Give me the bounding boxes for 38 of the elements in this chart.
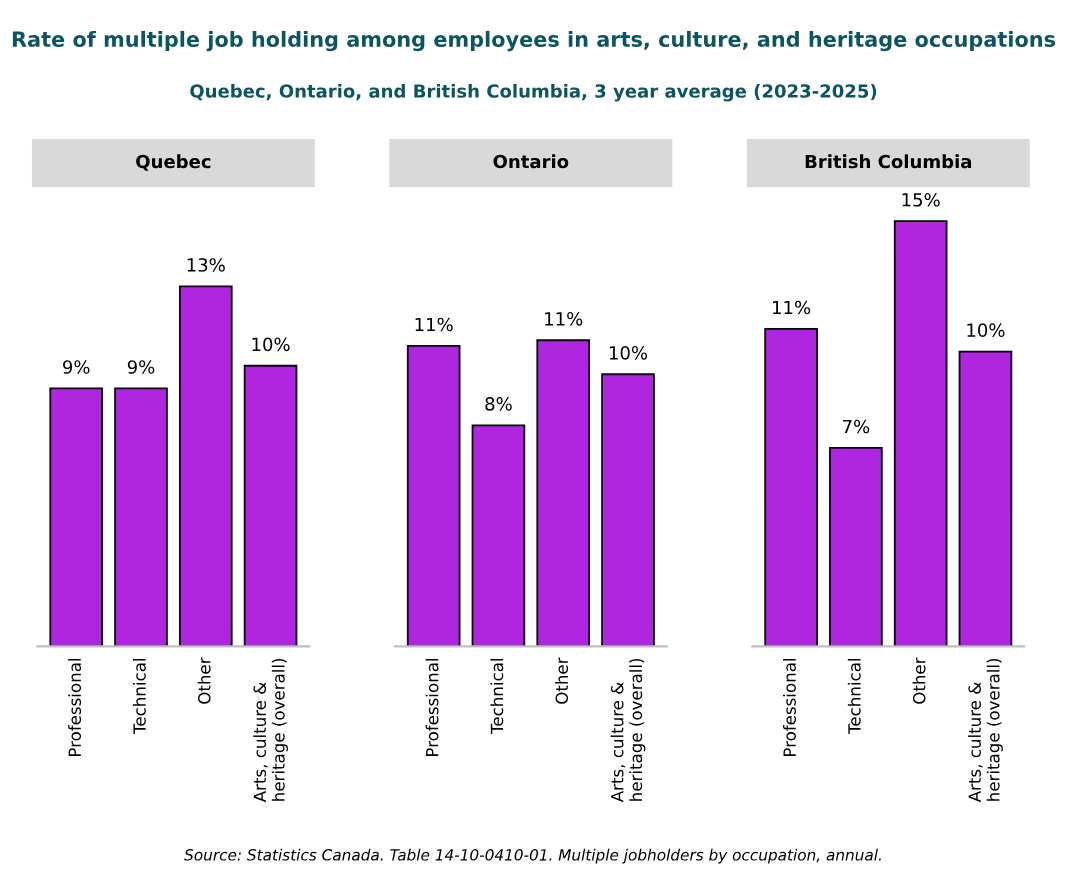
bar [893,220,948,647]
data-label: 9% [127,360,155,374]
text: Quebec, Ontario, and British Columbia, 3 year average (2023-2025) [190,83,877,102]
bar [536,339,591,647]
chart-title: Quebec [136,154,211,171]
data-label: 13% [187,258,225,272]
x-tick-label: Other [912,657,926,704]
data-label: 8% [485,397,512,411]
x-tick-label: Technical [132,659,146,735]
x-tick-label: Technical [847,659,861,735]
data-label: 10% [252,337,290,352]
bar [829,447,883,647]
bar [601,373,655,647]
data-label: 11% [415,317,453,332]
x-tick-label: Technical [490,659,504,735]
chart-title: Ontario [493,154,569,169]
x-tick-label: Arts, culture & heritage (overall) [968,658,1003,803]
x-tick-label: Professional [783,659,796,756]
chart-title: British Columbia [805,154,972,169]
bar [471,424,526,647]
x-tick-label: Other [197,657,211,704]
bar [406,345,461,647]
data-label: 10% [609,345,648,360]
data-label: 9% [63,360,90,374]
data-label: 7% [843,419,870,434]
data-label: 11% [545,311,583,326]
bar [958,350,1013,647]
text: Rate of multiple job holding among employees in arts, culture, and heritage occupations [12,30,1056,52]
x-tick-label: Other [555,657,569,704]
data-label: 11% [773,300,811,315]
source-note: Source: Statistics Canada. Table 14-10-0410-01. Multiple jobholders by occupation, annual. [184,848,881,864]
x-tick-label: Arts, culture & heritage (overall) [610,658,646,803]
data-label: 10% [967,323,1005,337]
bar [764,328,818,647]
x-tick-label: Professional [68,659,82,756]
data-label: 15% [902,192,940,207]
x-tick-label: Professional [425,659,439,756]
x-tick-label: Arts, culture & heritage (overall) [253,658,288,803]
